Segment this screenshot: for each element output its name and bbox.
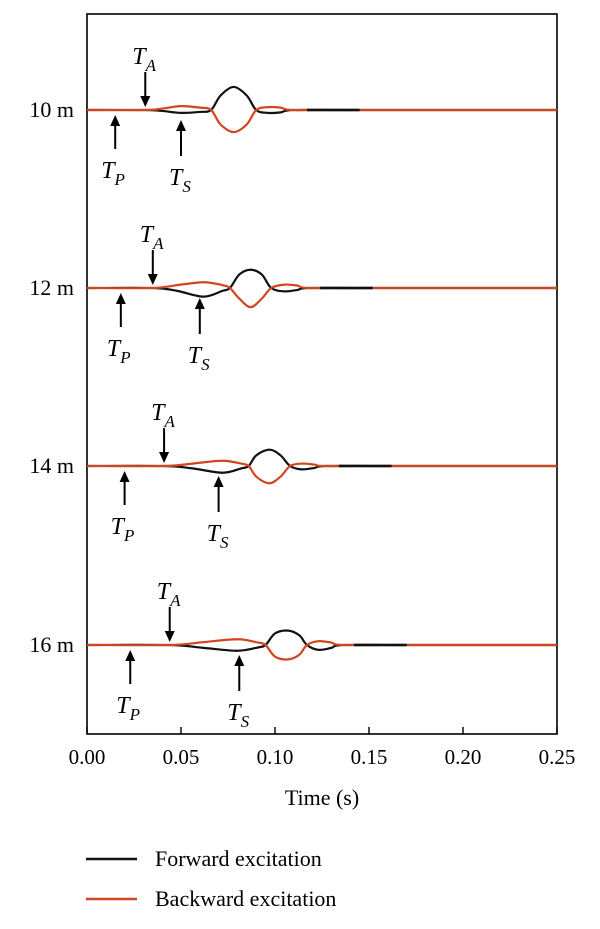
legend: Forward excitation Backward excitation bbox=[86, 846, 336, 911]
t-a-arrow-head bbox=[147, 274, 158, 285]
t-p-label: TP bbox=[111, 514, 135, 545]
waveform-row-4: 16 m bbox=[29, 629, 557, 661]
t-a-arrow-head bbox=[140, 96, 151, 107]
backward-excitation-line bbox=[86, 281, 557, 309]
t-p-arrow-head bbox=[115, 293, 126, 304]
t-a-label: TA bbox=[140, 222, 164, 253]
t-a-label: TA bbox=[132, 44, 156, 75]
row-label: 10 m bbox=[29, 97, 74, 122]
t-s-arrow-head bbox=[194, 298, 205, 309]
t-s-arrow-head bbox=[213, 476, 224, 487]
x-tick-label: 0.05 bbox=[163, 745, 200, 769]
t-p-arrow-head bbox=[110, 115, 121, 126]
x-tick-label: 0.15 bbox=[351, 745, 388, 769]
row-label: 12 m bbox=[29, 275, 74, 300]
legend-label-2: Backward excitation bbox=[155, 886, 336, 911]
x-tick-label: 0.20 bbox=[445, 745, 482, 769]
x-axis: 0.00 0.05 0.10 0.15 0.20 0.25 bbox=[69, 727, 576, 769]
backward-excitation-line bbox=[86, 105, 557, 134]
x-axis-title: Time (s) bbox=[285, 785, 359, 810]
t-a-label: TA bbox=[157, 579, 181, 610]
waveform-row-2: 12 m bbox=[29, 268, 557, 309]
t-p-label: TP bbox=[107, 336, 131, 367]
t-a-arrow-head bbox=[164, 631, 175, 642]
t-p-arrow-head bbox=[125, 650, 136, 661]
rows-layer: 10 m 12 m 14 m 16 m bbox=[29, 85, 557, 661]
row-label: 14 m bbox=[29, 453, 74, 478]
x-tick-label: 0.10 bbox=[257, 745, 294, 769]
legend-label-1: Forward excitation bbox=[155, 846, 322, 871]
x-tick-label: 0.25 bbox=[539, 745, 576, 769]
t-s-label: TS bbox=[207, 521, 229, 552]
t-p-label: TP bbox=[101, 158, 125, 189]
t-s-label: TS bbox=[227, 700, 249, 731]
t-s-arrow-head bbox=[234, 655, 245, 666]
backward-excitation-line bbox=[86, 638, 557, 661]
t-s-label: TS bbox=[169, 165, 191, 196]
t-a-label: TA bbox=[151, 400, 175, 431]
t-p-arrow-head bbox=[119, 471, 130, 482]
row-label: 16 m bbox=[29, 632, 74, 657]
plot-frame bbox=[86, 13, 558, 735]
waveform-row-3: 14 m bbox=[29, 448, 557, 485]
waveform-row-1: 10 m bbox=[29, 85, 557, 134]
t-a-arrow-head bbox=[159, 452, 170, 463]
forward-excitation-line bbox=[86, 268, 557, 298]
backward-excitation-line bbox=[86, 459, 557, 485]
x-tick-label: 0.00 bbox=[69, 745, 106, 769]
forward-excitation-line bbox=[86, 448, 557, 474]
t-s-label: TS bbox=[188, 343, 210, 374]
t-s-arrow-head bbox=[176, 120, 186, 131]
t-p-label: TP bbox=[116, 693, 140, 724]
